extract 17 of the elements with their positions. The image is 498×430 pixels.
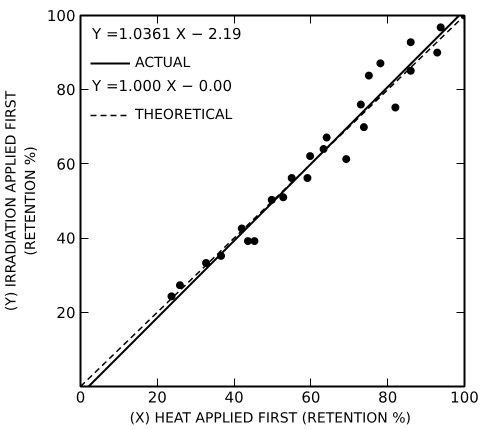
x-tick-label: 40 — [224, 388, 244, 406]
x-tick-label: 100 — [450, 388, 479, 406]
y-axis-title: (Y) IRRADIATION APPLIED FIRST (RETENTION %) — [4, 90, 39, 312]
legend-label: THEORETICAL — [135, 107, 232, 123]
x-tick-label: 0 — [76, 388, 86, 406]
y-tick-label: 40 — [56, 230, 76, 248]
x-tick-label: 20 — [148, 388, 167, 406]
x-tick-label: 60 — [301, 388, 320, 406]
annotation: Y =1.000 X − 0.00 — [91, 76, 232, 95]
annotation: Y =1.0361 X − 2.19 — [91, 25, 242, 44]
legend-label: ACTUAL — [135, 55, 190, 71]
x-tick-label: 80 — [378, 388, 398, 406]
y-tick-label: 100 — [46, 7, 76, 25]
x-axis-title: (X) HEAT APPLIED FIRST (RETENTION %) — [130, 410, 411, 426]
y-tick-label: 20 — [56, 304, 76, 322]
y-tick-label: 80 — [56, 81, 76, 100]
y-tick-label: 60 — [56, 155, 76, 174]
